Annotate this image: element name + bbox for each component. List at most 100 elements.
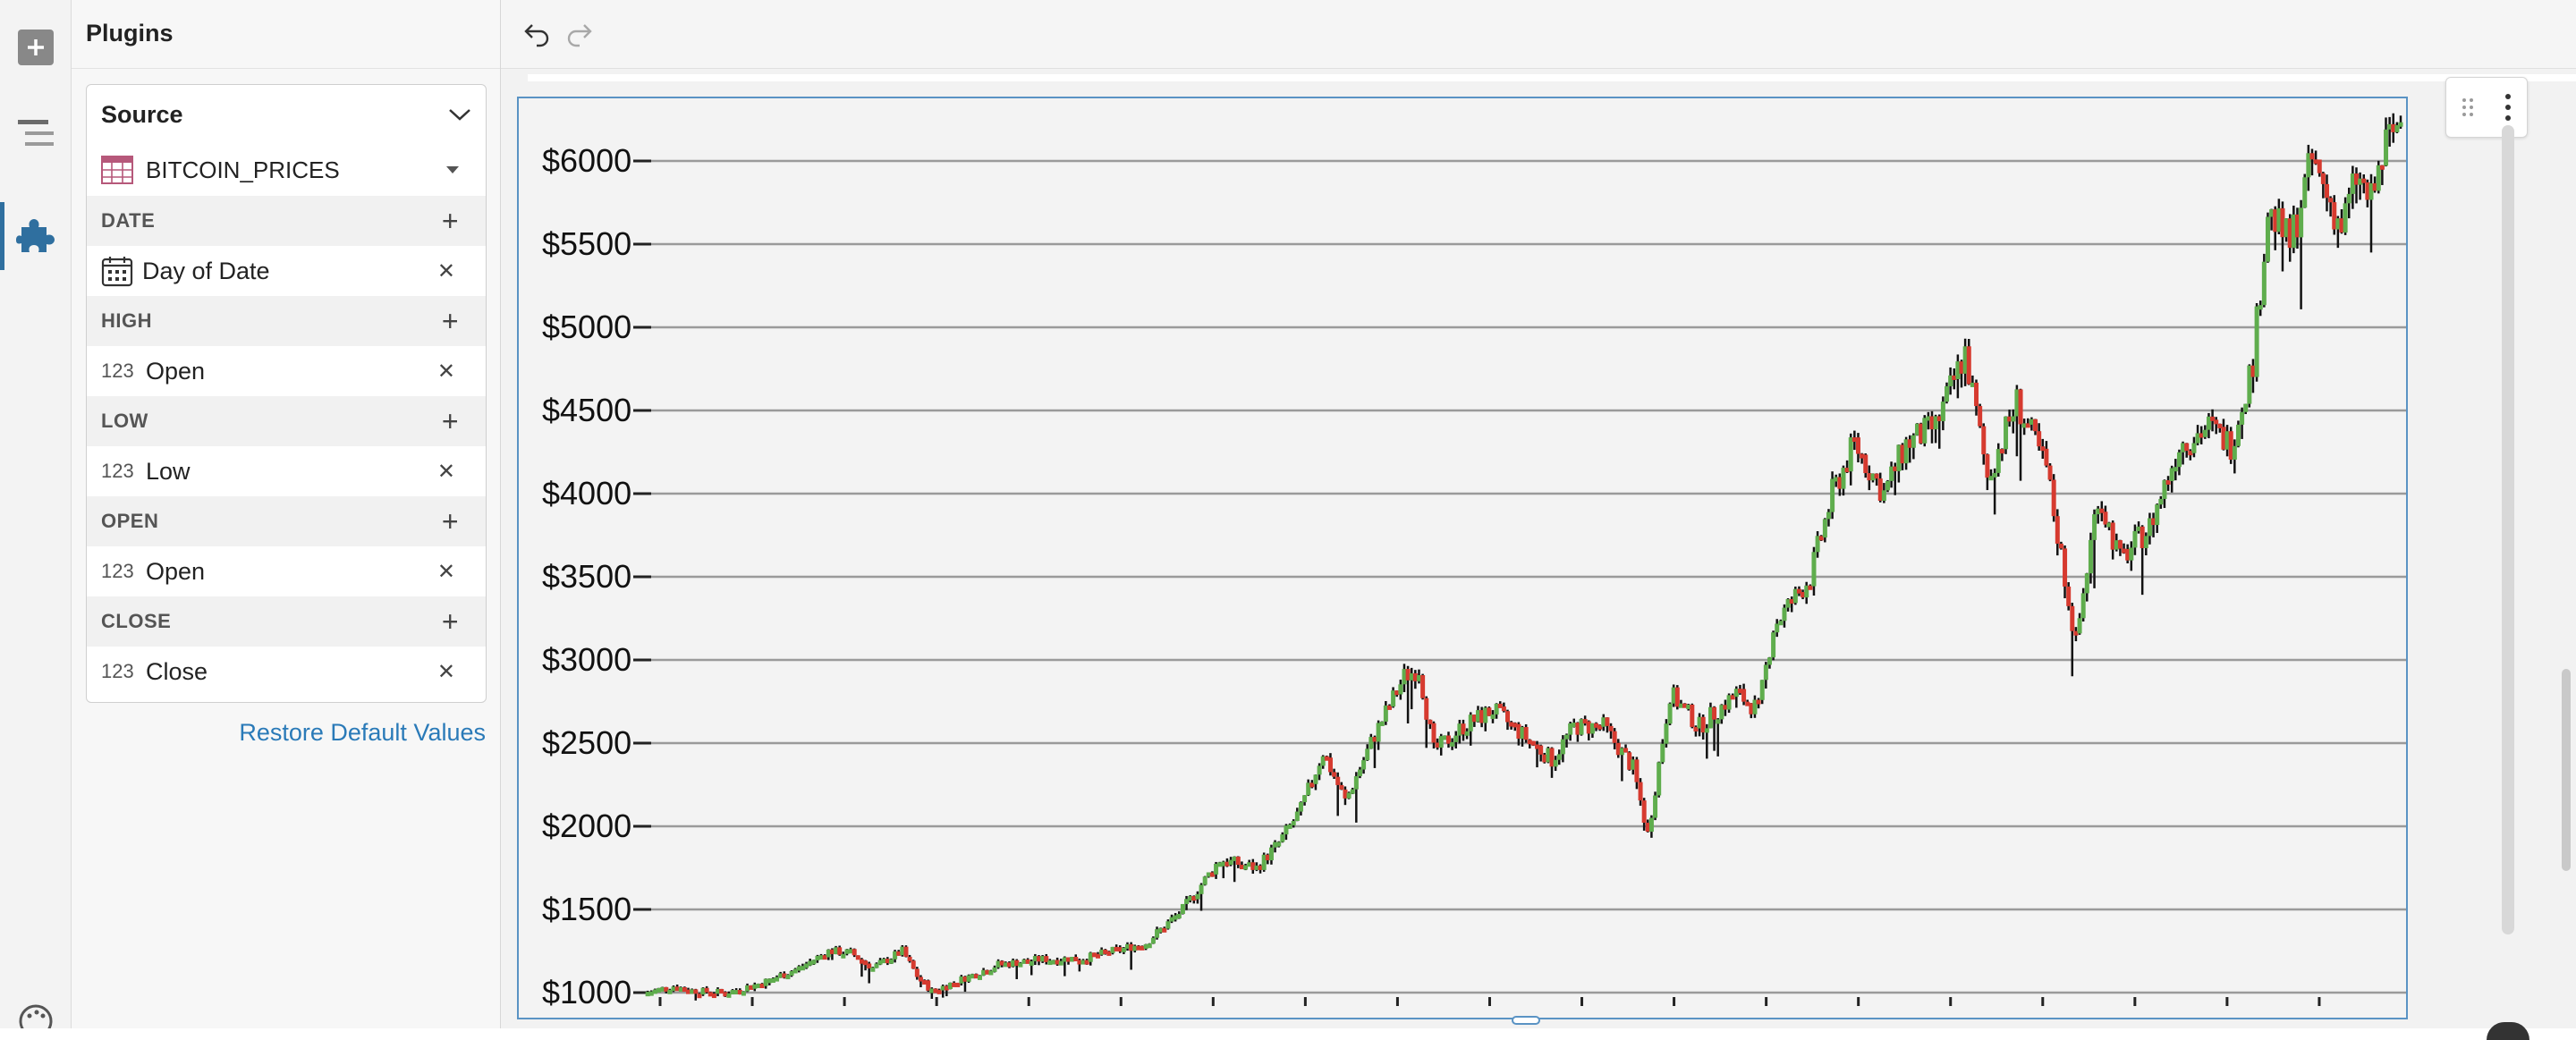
candle-body xyxy=(664,986,669,992)
candle-body xyxy=(1479,710,1485,723)
candle-body xyxy=(804,963,809,968)
candle-body xyxy=(1471,714,1477,723)
field-row-date[interactable]: Day of Date ✕ xyxy=(87,246,486,296)
candle-body xyxy=(1686,704,1691,709)
candle-body xyxy=(708,992,713,997)
add-element-button[interactable] xyxy=(0,25,72,70)
candle-body xyxy=(859,959,864,964)
candle-body xyxy=(1117,947,1123,952)
field-row-low[interactable]: 123 Low ✕ xyxy=(87,446,486,496)
candle-body xyxy=(1667,703,1673,724)
field-row-high[interactable]: 123 Open ✕ xyxy=(87,346,486,396)
candle-body xyxy=(1438,736,1444,748)
candle-body xyxy=(1530,740,1536,746)
restore-defaults-link[interactable]: Restore Default Values xyxy=(239,719,486,746)
candle-body xyxy=(2140,526,2145,548)
remove-field-button[interactable]: ✕ xyxy=(436,459,455,484)
candle-body xyxy=(2099,508,2105,513)
remove-field-button[interactable]: ✕ xyxy=(436,359,455,384)
candle-body xyxy=(1169,917,1174,922)
candle-body xyxy=(1631,759,1636,770)
candle-body xyxy=(1287,824,1292,829)
source-table-select[interactable]: BITCOIN_PRICES xyxy=(87,144,486,196)
candle-body xyxy=(1723,705,1728,710)
undo-icon[interactable] xyxy=(521,18,553,50)
candle-body xyxy=(2073,630,2079,636)
candle-body xyxy=(700,987,706,995)
candle-body xyxy=(800,966,805,971)
candle-body xyxy=(1313,774,1318,784)
candle-body xyxy=(1339,784,1344,790)
candle-body xyxy=(1568,723,1573,735)
candle-body xyxy=(1450,741,1455,747)
format-panel-button[interactable] xyxy=(0,109,72,159)
candle-body xyxy=(1412,672,1418,681)
remove-field-button[interactable]: ✕ xyxy=(436,258,455,283)
candle-body xyxy=(1376,723,1381,742)
plugins-panel-button[interactable] xyxy=(0,204,72,265)
candle-body xyxy=(1844,468,1850,473)
candle-body xyxy=(2158,498,2164,505)
candle-body xyxy=(1180,903,1185,915)
chart-scrollbar[interactable] xyxy=(2502,125,2514,934)
field-row-close[interactable]: 123 Close ✕ xyxy=(87,647,486,697)
candle-body xyxy=(657,987,662,993)
candle-body xyxy=(1848,437,1853,472)
section-open: OPEN + xyxy=(87,496,486,546)
field-row-open[interactable]: 123 Open ✕ xyxy=(87,546,486,596)
candle-body xyxy=(1719,705,1724,720)
candle-body xyxy=(1202,876,1208,885)
add-field-button[interactable]: + xyxy=(441,304,459,337)
candle-body xyxy=(1188,896,1193,901)
candle-body xyxy=(2361,178,2367,183)
candle-body xyxy=(1276,841,1282,847)
chart-card[interactable]: $1000 $1500 $2000 $2500 $3000 $3500 $4000 $4500… xyxy=(517,97,2408,1019)
y-tick-label: $5500 xyxy=(542,225,631,262)
candle-body xyxy=(874,963,879,968)
candle-body xyxy=(977,975,982,980)
candle-body xyxy=(660,986,665,992)
candle-body xyxy=(785,975,791,980)
candle-body xyxy=(1556,754,1562,760)
page-scrollbar[interactable] xyxy=(2562,669,2571,871)
candle-body xyxy=(848,949,853,954)
candle-body xyxy=(645,992,650,997)
candle-body xyxy=(782,973,787,978)
candle-body xyxy=(2184,443,2190,452)
caret-down-icon[interactable] xyxy=(446,166,459,173)
resize-handle[interactable] xyxy=(1512,1016,1540,1025)
candle-body xyxy=(1235,856,1241,866)
add-field-button[interactable]: + xyxy=(441,504,459,537)
add-field-button[interactable]: + xyxy=(441,204,459,237)
remove-field-button[interactable]: ✕ xyxy=(436,659,455,684)
candle-body xyxy=(1457,723,1462,736)
candle-body xyxy=(1936,416,1942,421)
add-field-button[interactable]: + xyxy=(441,404,459,437)
candle-body xyxy=(1487,707,1492,716)
candle-body xyxy=(2151,518,2157,526)
candle-body xyxy=(881,959,886,964)
add-field-button[interactable]: + xyxy=(441,605,459,638)
candle-body xyxy=(1678,703,1683,708)
drag-handle-icon[interactable] xyxy=(2462,97,2474,117)
candle-body xyxy=(1140,945,1145,951)
chevron-down-icon[interactable] xyxy=(448,107,471,122)
candle-body xyxy=(1386,705,1392,710)
palette-button[interactable] xyxy=(0,1002,72,1028)
source-header[interactable]: Source xyxy=(87,85,486,144)
candle-body xyxy=(1881,490,1886,501)
candle-body xyxy=(1516,723,1521,740)
section-label: CLOSE xyxy=(101,610,172,632)
candle-body xyxy=(914,968,919,977)
more-options-icon[interactable] xyxy=(2504,93,2512,122)
table-icon xyxy=(101,156,133,184)
candle-body xyxy=(2070,605,2075,631)
candle-body xyxy=(1453,735,1459,742)
candle-body xyxy=(1741,689,1747,702)
candle-body xyxy=(2294,214,2300,238)
section-high: HIGH + xyxy=(87,296,486,346)
remove-field-button[interactable]: ✕ xyxy=(436,559,455,584)
candle-body xyxy=(1173,915,1178,920)
candle-body xyxy=(719,988,724,993)
candle-body xyxy=(1224,861,1230,867)
